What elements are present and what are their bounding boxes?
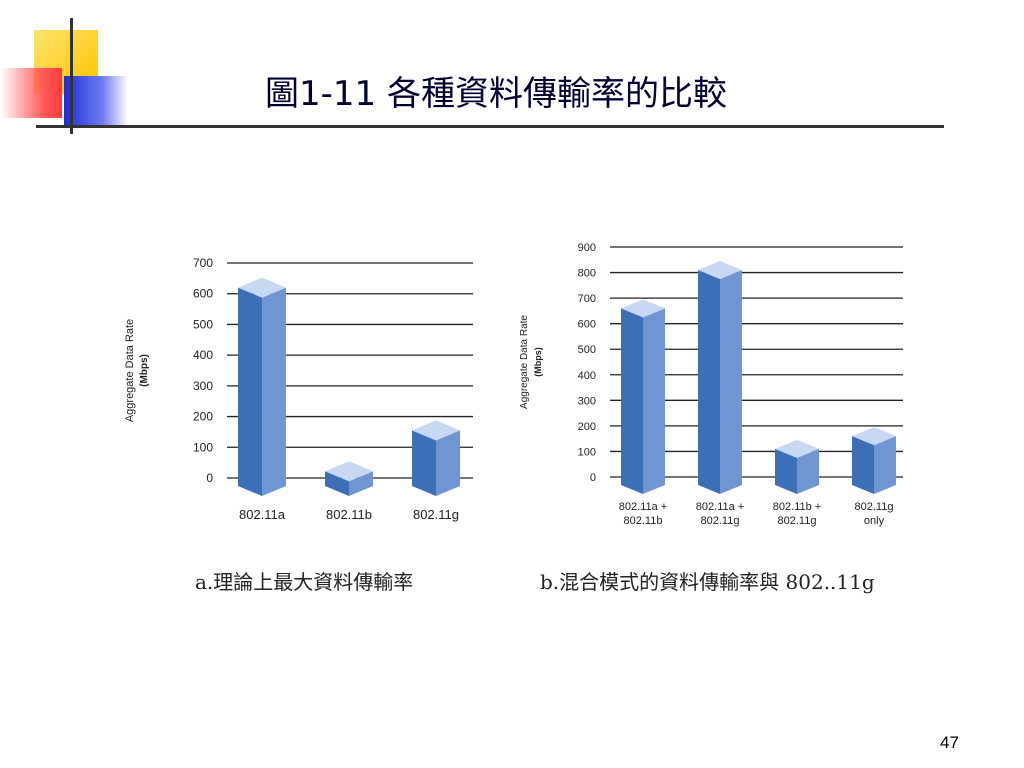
- y-tick-label: 500: [193, 317, 213, 331]
- x-category-label: 802.11a: [239, 507, 286, 522]
- caption-b: b.混合模式的資料傳輸率與 802..11g: [540, 570, 875, 594]
- bar: [325, 461, 373, 496]
- y-tick-label: 200: [193, 410, 213, 424]
- x-category-label: 802.11g: [855, 501, 894, 513]
- bar-top-face: [412, 420, 460, 441]
- bar: [412, 420, 460, 496]
- bar-front-face: [698, 270, 720, 494]
- x-category-label: 802.11b: [624, 515, 663, 527]
- y-tick-label: 900: [578, 242, 596, 254]
- bar-front-face: [775, 448, 797, 494]
- bar-front-face: [325, 471, 349, 496]
- y-tick-label: 300: [193, 379, 213, 393]
- x-category-label: 802.11b +: [773, 501, 821, 513]
- chart-b: 900 800 700 600 500 400 300 200 100 0 Aggregate Da…: [519, 242, 903, 527]
- y-axis-label: Aggregate Data Rate: [124, 319, 136, 422]
- bar-top-face: [325, 461, 373, 482]
- bar: [621, 299, 665, 494]
- y-axis-unit: (Mbps): [139, 354, 150, 387]
- y-axis-label: Aggregate Data Rate: [519, 315, 530, 409]
- decor-blue-square: [64, 76, 128, 128]
- bar: [238, 277, 286, 496]
- y-tick-label: 400: [193, 348, 213, 362]
- y-tick-label: 300: [578, 395, 596, 407]
- x-category-label: only: [864, 515, 885, 527]
- y-tick-label: 0: [590, 472, 596, 484]
- y-tick-label: 600: [193, 287, 213, 301]
- bar-side-face: [874, 436, 896, 494]
- bar-front-face: [621, 308, 643, 494]
- bar-side-face: [720, 270, 742, 494]
- caption-a: a.理論上最大資料傳輸率: [195, 570, 414, 594]
- bar: [852, 427, 896, 494]
- bar-front-face: [412, 430, 436, 496]
- bar-side-face: [643, 308, 665, 494]
- decor-red-square: [0, 68, 62, 118]
- y-tick-label: 700: [193, 256, 213, 270]
- bar-top-face: [238, 277, 286, 298]
- y-tick-label: 500: [578, 344, 596, 356]
- chart-a: 700 600 500 400 300 200 100 0 Aggregate Data Rat…: [124, 256, 473, 522]
- y-tick-label: 200: [578, 421, 596, 433]
- x-category-label: 802.11g: [701, 515, 740, 527]
- bar-side-face: [262, 287, 286, 496]
- y-tick-label: 100: [193, 440, 213, 454]
- bar-side-face: [436, 430, 460, 496]
- bar-side-face: [349, 471, 373, 496]
- y-tick-label: 100: [578, 446, 596, 458]
- bar: [698, 261, 742, 494]
- page-number: 47: [940, 733, 959, 752]
- y-tick-label: 600: [578, 319, 596, 331]
- y-tick-label: 0: [206, 471, 213, 485]
- y-tick-label: 700: [578, 293, 596, 305]
- y-axis-unit: (Mbps): [533, 347, 543, 377]
- x-category-label: 802.11g: [778, 515, 817, 527]
- bar-front-face: [852, 436, 874, 494]
- title-underline: [36, 125, 944, 128]
- x-category-label: 802.11a +: [696, 501, 744, 513]
- slide-title: 圖1-11 各種資料傳輸率的比較: [265, 74, 727, 114]
- x-category-label: 802.11g: [413, 507, 459, 522]
- y-tick-label: 800: [578, 268, 596, 280]
- y-tick-label: 400: [578, 370, 596, 382]
- bar-top-face: [852, 427, 896, 446]
- bar-side-face: [797, 448, 819, 494]
- bar-top-face: [775, 439, 819, 458]
- decor-vertical-line: [70, 18, 73, 134]
- bar-top-face: [621, 299, 665, 318]
- bar-front-face: [238, 287, 262, 496]
- x-category-label: 802.11a +: [619, 501, 667, 513]
- bar: [775, 439, 819, 494]
- bar-top-face: [698, 261, 742, 279]
- x-category-label: 802.11b: [326, 507, 372, 522]
